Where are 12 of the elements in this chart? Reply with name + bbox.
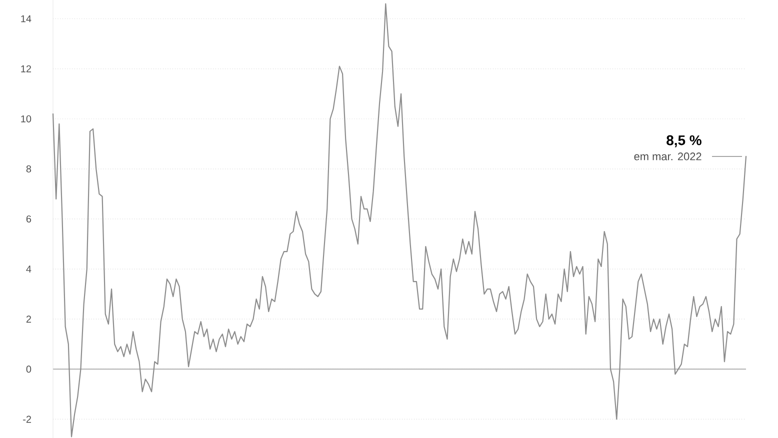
- line-series: [52, 3, 747, 438]
- annotation: 8,5 %: [666, 135, 702, 148]
- y-tick-label: 0: [26, 366, 32, 373]
- y-tick-label: 2: [26, 316, 31, 323]
- y-tick-label: 6: [26, 215, 32, 223]
- annotation: em mar. 2022: [634, 152, 702, 160]
- y-tick-label: 10: [21, 115, 32, 122]
- y-tick-label: 14: [21, 15, 32, 22]
- y-tick-label: 12: [21, 65, 31, 72]
- y-tick-label: 4: [26, 266, 32, 272]
- y-tick-label: 8: [26, 165, 32, 172]
- y-tick-label: -2: [23, 416, 31, 423]
